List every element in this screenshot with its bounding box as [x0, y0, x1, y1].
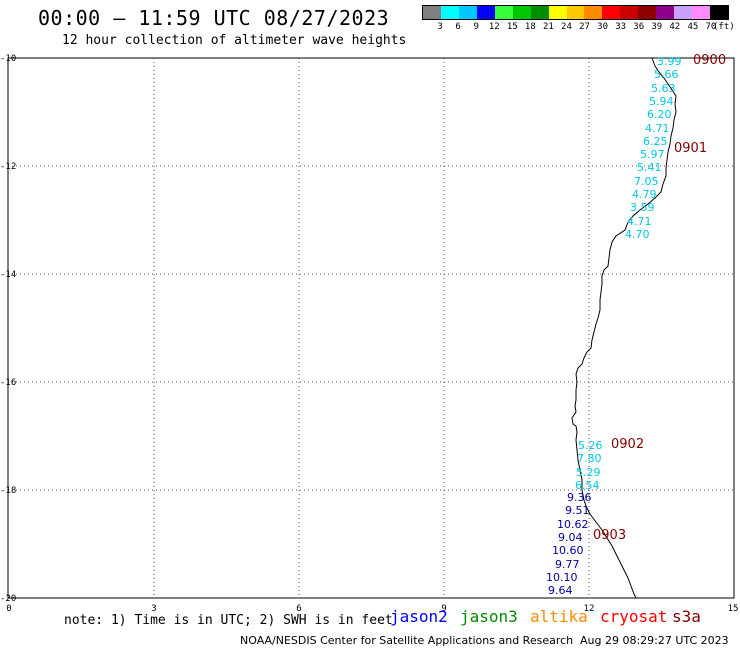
color-scale-swatch — [710, 6, 728, 19]
color-scale-swatch — [530, 6, 549, 19]
generated-timestamp: Aug 29 08:29:27 UTC 2023 — [580, 634, 729, 647]
color-scale-swatch — [423, 6, 441, 19]
color-scale-swatch — [548, 6, 567, 19]
color-scale-label: 15 — [506, 22, 518, 32]
color-scale-label: 24 — [561, 22, 572, 32]
satellite-legend-jason3: jason3 — [460, 607, 518, 626]
color-scale-label: 42 — [669, 22, 681, 32]
longitude-label: 12 — [583, 604, 595, 614]
wave-height-value: 9.04 — [558, 530, 583, 544]
pass-time-label: 0901 — [674, 141, 708, 156]
satellite-legend-s3a: s3a — [672, 607, 701, 626]
color-scale-swatch — [440, 6, 459, 19]
satellite-legend-altika: altika — [530, 607, 588, 626]
color-scale-swatch — [602, 6, 621, 19]
wave-height-value: 6.54 — [575, 478, 600, 492]
satellite-legend-cryosat: cryosat — [600, 607, 668, 626]
map-title: 00:00 – 11:59 UTC 08/27/2023 — [38, 6, 390, 30]
color-scale-label: 6 — [455, 22, 461, 32]
longitude-label: 0 — [6, 604, 12, 614]
color-scale-swatch — [584, 6, 603, 19]
color-scale-unit: (ft) — [713, 22, 735, 32]
color-scale-swatch — [512, 6, 531, 19]
latitude-label: -14 — [0, 270, 17, 280]
color-scale-label: 9 — [473, 22, 479, 32]
color-scale-label: 18 — [524, 22, 536, 32]
wave-height-value: 5.63 — [651, 81, 676, 95]
credit-text: NOAA/NESDIS Center for Satellite Applica… — [240, 634, 574, 647]
color-scale-label: 36 — [633, 22, 645, 32]
pass-time-label: 0903 — [593, 528, 627, 543]
color-scale-label: 21 — [542, 22, 554, 32]
wave-height-value: 9.36 — [567, 491, 592, 504]
color-scale-label: 39 — [651, 22, 663, 32]
color-scale-label: 27 — [579, 22, 590, 32]
wave-height-value: 7.80 — [577, 452, 602, 466]
map-subtitle: 12 hour collection of altimeter wave hei… — [62, 33, 407, 48]
pass-time-label: 0900 — [693, 53, 727, 68]
wave-height-value: 9.77 — [555, 557, 580, 571]
wave-height-value: 3.59 — [630, 201, 655, 215]
color-scale-swatch — [692, 6, 710, 19]
latitude-label: -12 — [0, 162, 17, 172]
color-scale-swatch — [674, 6, 693, 19]
longitude-label: 9 — [441, 604, 447, 614]
wave-height-value: 9.51 — [565, 504, 590, 518]
wave-height-value: 10.60 — [552, 544, 584, 558]
color-scale-swatch — [656, 6, 675, 19]
units-note: note: 1) Time is in UTC; 2) SWH is in fe… — [64, 613, 393, 628]
wave-height-value: 6.25 — [643, 134, 668, 148]
color-scale-label: 30 — [597, 22, 608, 32]
wave-height-value: 3.99 — [657, 55, 682, 68]
map-grid — [8, 58, 734, 598]
color-scale-swatch — [458, 6, 477, 19]
color-scale-label: 3 — [437, 22, 443, 32]
longitude-label: 3 — [151, 604, 157, 614]
wave-height-value: 5.29 — [576, 465, 601, 479]
color-scale-label: 45 — [687, 22, 699, 32]
color-scale-swatch — [566, 6, 585, 19]
wave-height-value: 10.62 — [557, 517, 589, 531]
latitude-label: -20 — [0, 594, 17, 604]
satellite-legend-jason2: jason2 — [390, 607, 448, 626]
wave-height-value: 4.70 — [625, 227, 650, 241]
wave-height-value: 9.64 — [548, 584, 573, 598]
wave-height-value: 7.05 — [634, 174, 659, 188]
latitude-label: -16 — [0, 378, 17, 388]
wave-height-color-scale — [422, 5, 729, 20]
color-scale-label: 33 — [615, 22, 627, 32]
map-frame — [7, 57, 735, 599]
latitude-label: -18 — [0, 486, 17, 496]
color-scale-label: 12 — [488, 22, 500, 32]
pass-time-label: 0902 — [611, 437, 645, 452]
coastline — [571, 57, 677, 599]
color-scale-swatch — [494, 6, 513, 19]
wave-height-value: 5.41 — [637, 161, 662, 175]
color-scale-label: 70 — [705, 22, 717, 32]
longitude-label: 15 — [727, 604, 739, 614]
wave-height-value: 4.71 — [645, 121, 670, 135]
wave-height-value: 5.26 — [578, 439, 603, 452]
wave-height-value: 4.71 — [627, 214, 652, 228]
wave-height-value: 5.97 — [640, 148, 665, 162]
latitude-label: -10 — [0, 54, 17, 64]
wave-height-value: 4.79 — [632, 188, 657, 201]
color-scale-swatch — [638, 6, 657, 19]
wave-height-value: 6.20 — [647, 108, 672, 122]
color-scale-swatch — [620, 6, 639, 19]
wave-height-value: 5.66 — [654, 68, 679, 82]
wave-height-value: 10.10 — [546, 570, 578, 584]
wave-height-value: 5.94 — [649, 94, 674, 108]
color-scale-swatch — [476, 6, 495, 19]
longitude-label: 6 — [296, 604, 302, 614]
